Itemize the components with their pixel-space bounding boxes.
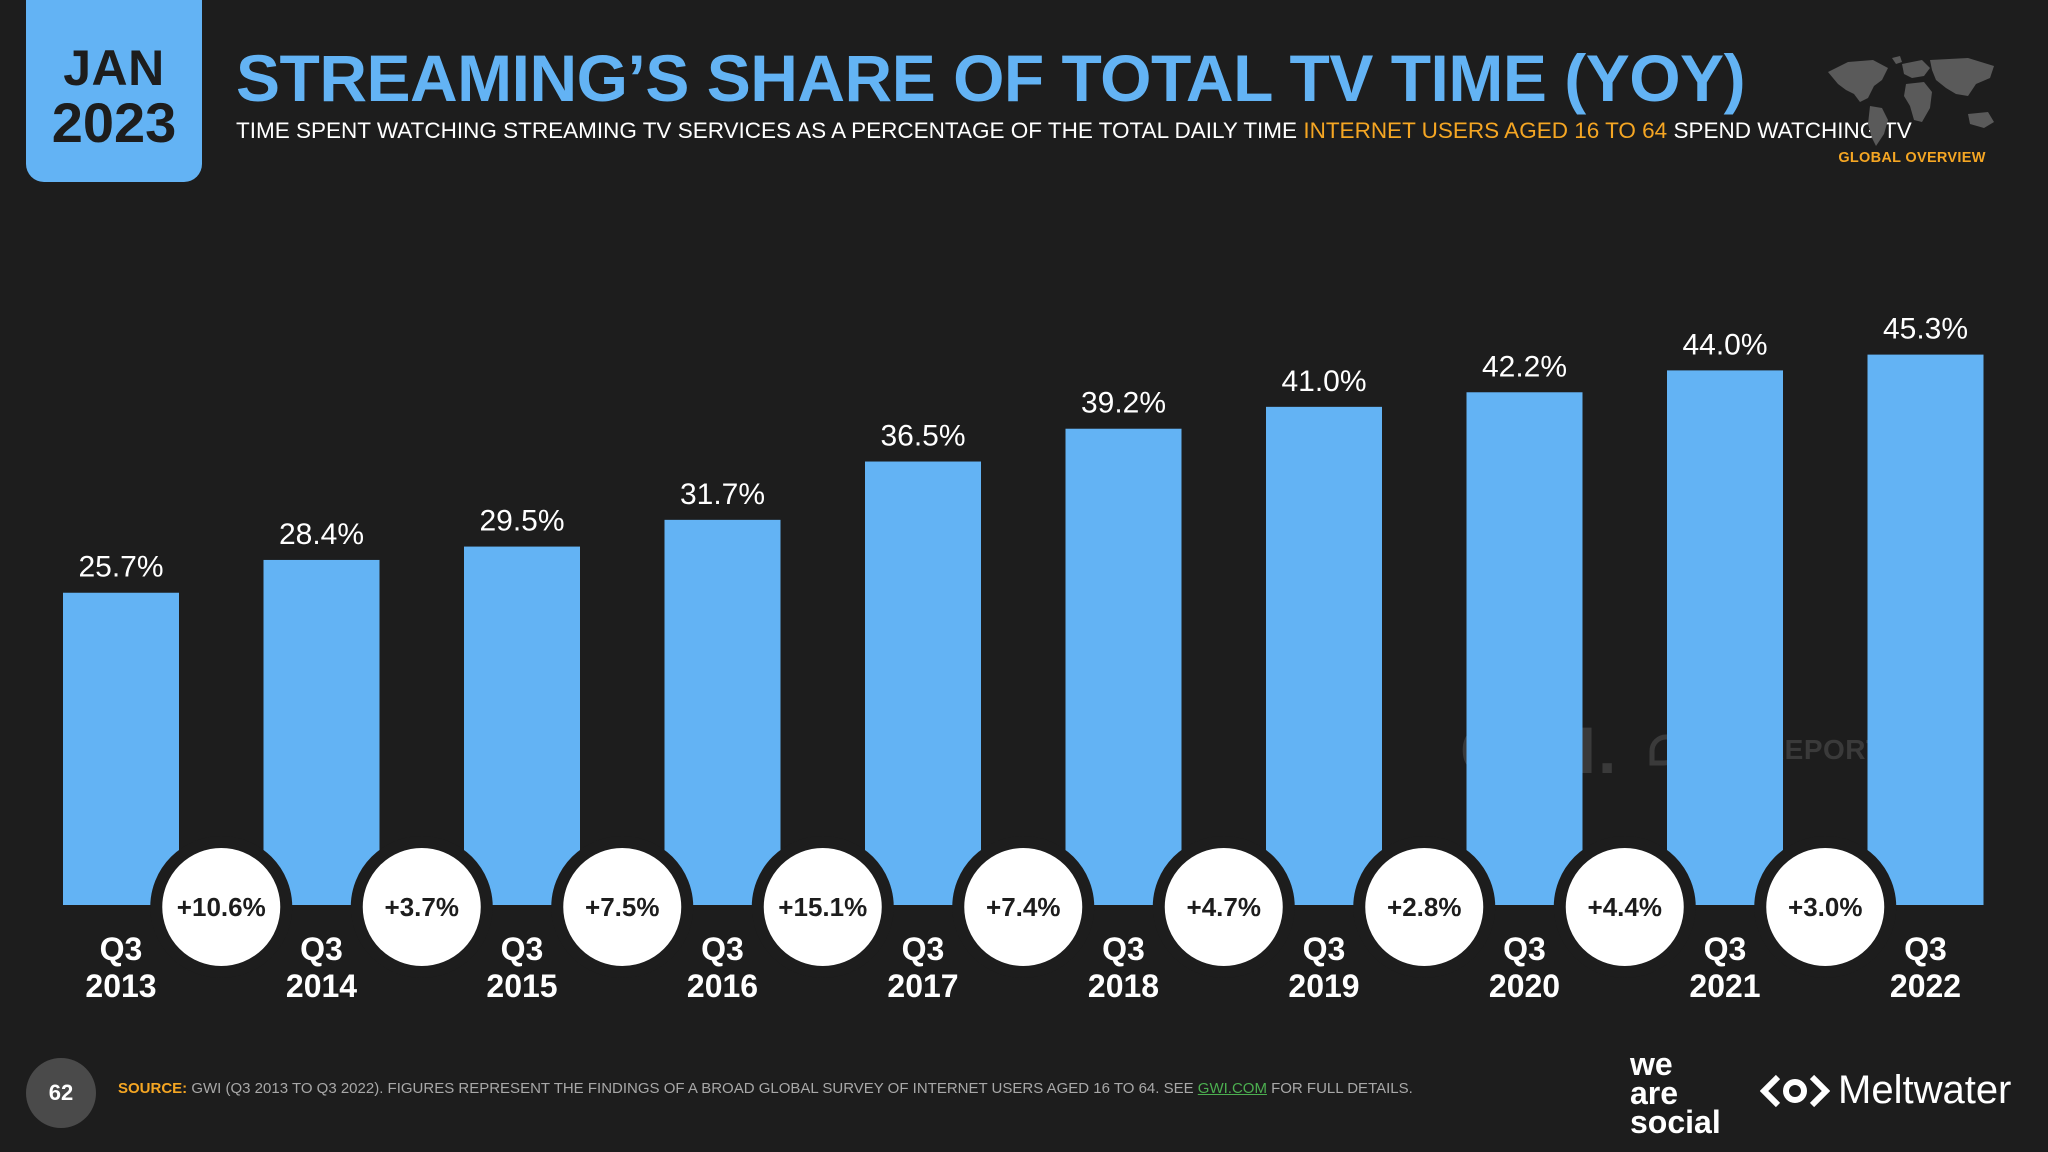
source-note: SOURCE: GWI (Q3 2013 TO Q3 2022). FIGURE… [118, 1080, 1413, 1097]
yoy-change-label-0: +10.6% [177, 892, 266, 922]
yoy-change-label-3: +15.1% [778, 892, 867, 922]
bar-5 [1065, 428, 1182, 905]
bar-7 [1466, 392, 1583, 905]
value-label-0: 25.7% [78, 551, 163, 584]
category-label-9-line1: Q3 [1904, 931, 1947, 967]
category-label-3-line2: 2016 [687, 968, 758, 1004]
bar-3 [664, 519, 781, 905]
yoy-change-circle-4 [952, 836, 1095, 978]
yoy-change-circle-0 [150, 836, 293, 978]
bar-4 [865, 461, 981, 905]
yoy-change-circle-5 [1152, 836, 1295, 978]
yoy-change-circle-2 [551, 836, 694, 978]
category-label-2-line1: Q3 [501, 931, 544, 967]
yoy-change-label-8: +3.0% [1788, 892, 1862, 922]
category-label-7-line2: 2020 [1489, 968, 1560, 1004]
yoy-change-label-6: +2.8% [1387, 892, 1461, 922]
logo-was-2: are [1630, 1074, 1679, 1111]
chart-title: STREAMING’S SHARE OF TOTAL TV TIME (YOY) [236, 41, 1746, 115]
value-labels-layer: 25.7% 28.4% 29.5% 31.7% 36.5% 39.2% 41.0% 42.2%… [78, 313, 1968, 584]
value-label-8: 44.0% [1682, 328, 1767, 361]
yoy-change-label-2: +7.5% [585, 892, 659, 922]
source-link[interactable]: GWI.COM [1197, 1080, 1267, 1097]
category-label-1-line1: Q3 [300, 931, 343, 967]
category-label-2-line2: 2015 [486, 968, 557, 1004]
logo-was-3: social [1630, 1103, 1721, 1140]
value-label-5: 39.2% [1081, 387, 1166, 420]
category-label-6-line2: 2019 [1288, 968, 1359, 1004]
bar-6 [1266, 406, 1382, 905]
category-label-4-line1: Q3 [902, 931, 945, 967]
category-label-6-line1: Q3 [1303, 931, 1346, 967]
category-label-4-line2: 2017 [887, 968, 958, 1004]
we-are-social-logo: we are social [1630, 1046, 1721, 1140]
value-label-2: 29.5% [479, 505, 564, 538]
page-number: 62 [26, 1058, 96, 1128]
subtitle-highlight: INTERNET USERS AGED 16 TO 64 [1303, 118, 1668, 143]
bar-0 [63, 592, 179, 905]
bar-2 [464, 546, 580, 905]
category-label-8-line2: 2021 [1689, 968, 1760, 1004]
source-label: SOURCE: [118, 1080, 188, 1097]
value-label-6: 41.0% [1281, 365, 1366, 398]
meltwater-text: Meltwater [1838, 1068, 2012, 1112]
chart-subtitle: TIME SPENT WATCHING STREAMING TV SERVICE… [236, 118, 1912, 144]
yoy-changes-layer: +10.6% +3.7% +7.5% +15.1% +7.4% +4.7% +2.8% +4.… [150, 836, 1897, 978]
subtitle-text: TIME SPENT WATCHING STREAMING TV SERVICE… [236, 118, 1304, 143]
meltwater-logo-icon [1760, 1074, 1830, 1107]
category-label-1-line2: 2014 [286, 968, 357, 1004]
bars-layer [63, 354, 1984, 906]
category-label-0-line2: 2013 [85, 968, 156, 1004]
meltwater-logo: Meltwater [1760, 1068, 2011, 1113]
bar-1 [263, 559, 380, 905]
yoy-change-circle-7 [1553, 836, 1696, 978]
category-label-9-line2: 2022 [1890, 968, 1961, 1004]
value-label-1: 28.4% [279, 518, 364, 551]
date-year: 2023 [51, 91, 177, 154]
bar-8 [1667, 370, 1783, 905]
category-label-5-line2: 2018 [1088, 968, 1159, 1004]
category-label-7-line1: Q3 [1503, 931, 1546, 967]
yoy-change-circle-8 [1754, 836, 1897, 978]
bar-9 [1867, 354, 1984, 906]
category-label-8-line1: Q3 [1704, 931, 1747, 967]
category-label-3-line1: Q3 [701, 931, 744, 967]
yoy-change-circle-6 [1353, 836, 1496, 978]
source-text: GWI (Q3 2013 TO Q3 2022). FIGURES REPRES… [187, 1080, 1198, 1097]
global-overview-label: GLOBAL OVERVIEW [1838, 150, 1986, 166]
yoy-change-label-7: +4.4% [1588, 892, 1662, 922]
category-label-5-line1: Q3 [1102, 931, 1145, 967]
date-month: JAN [63, 40, 165, 96]
yoy-change-circle-3 [751, 836, 894, 978]
value-label-4: 36.5% [880, 420, 965, 453]
yoy-change-label-4: +7.4% [986, 892, 1060, 922]
category-labels-layer: Q32013Q32014Q32015Q32016Q32017Q32018Q320… [85, 931, 1961, 1004]
value-label-3: 31.7% [680, 478, 765, 511]
source-tail: FOR FULL DETAILS. [1266, 1080, 1413, 1097]
yoy-change-circle-1 [350, 836, 493, 978]
date-badge: JAN 2023 [26, 0, 202, 182]
logo-was-1: we [1630, 1046, 1673, 1082]
yoy-change-label-5: +4.7% [1187, 892, 1261, 922]
world-map-icon [1818, 50, 2008, 150]
value-label-7: 42.2% [1482, 350, 1567, 383]
yoy-change-label-1: +3.7% [385, 892, 459, 922]
category-label-0-line1: Q3 [100, 931, 143, 967]
value-label-9: 45.3% [1883, 313, 1968, 346]
